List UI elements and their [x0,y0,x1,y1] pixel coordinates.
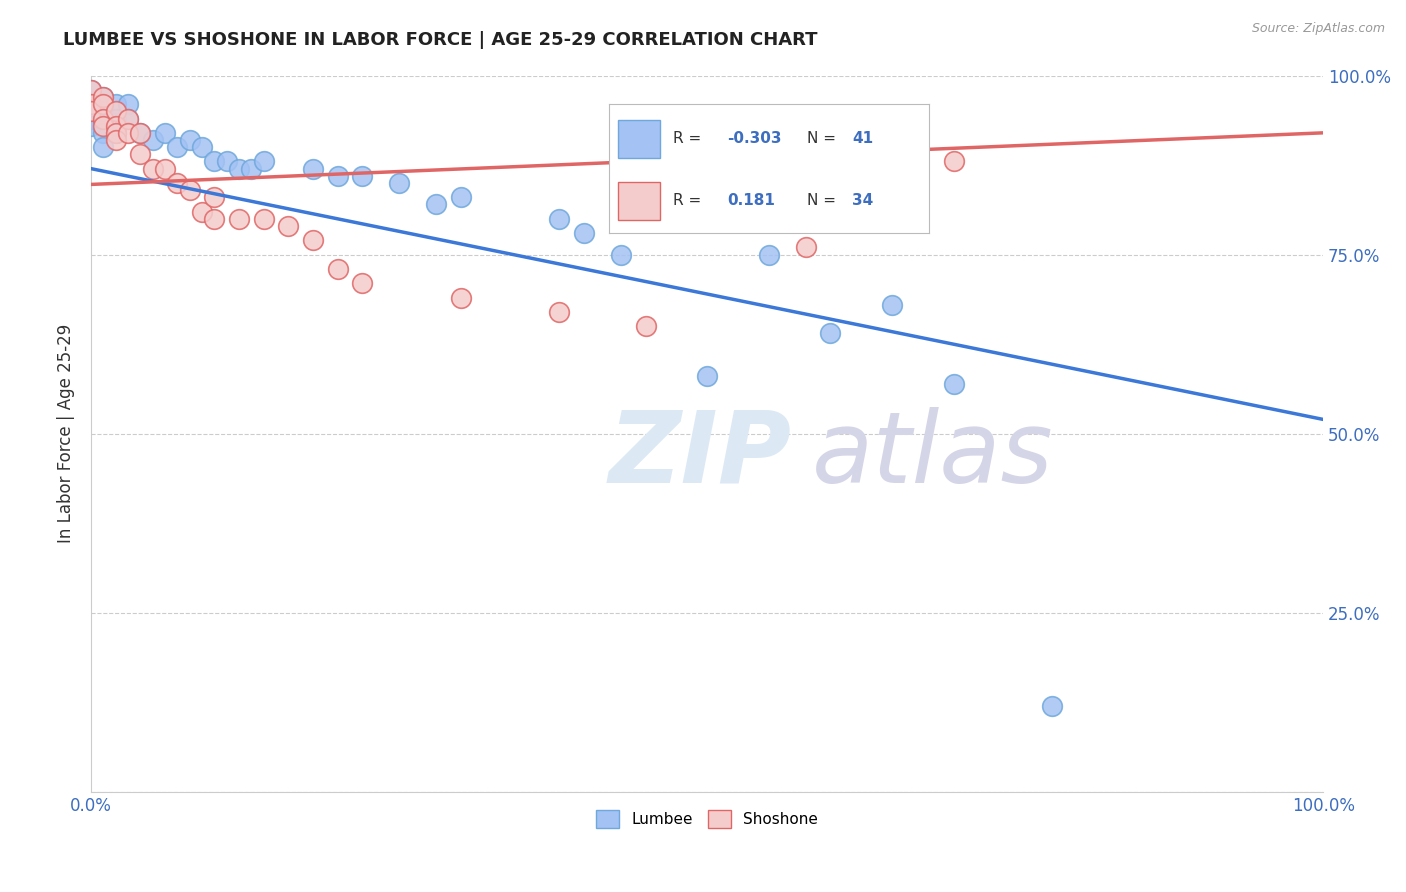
Point [93,90,115,104]
Point [215,154,238,169]
Point [228,211,250,226]
Text: LUMBEE VS SHOSHONE IN LABOR FORCE | AGE 25-29 CORRELATION CHART: LUMBEE VS SHOSHONE IN LABOR FORCE | AGE … [63,31,818,49]
Point [191,204,214,219]
Point [696,369,718,384]
Point [326,262,349,277]
Point [302,233,325,247]
Point [1040,698,1063,713]
Point [93,119,115,133]
Point [634,319,657,334]
Point [548,305,571,319]
Point [104,126,127,140]
Point [572,226,595,240]
Point [388,176,411,190]
Point [129,126,152,140]
Point [450,190,472,204]
Point [117,126,139,140]
Point [153,161,176,176]
Point [352,169,374,183]
Point [942,376,965,391]
Text: atlas: atlas [811,407,1053,504]
Point [880,298,903,312]
Point [191,140,214,154]
Point [104,112,127,126]
Point [202,190,225,204]
Point [794,240,817,254]
Point [80,119,103,133]
Point [117,112,139,126]
Point [450,291,472,305]
Point [142,161,165,176]
Point [80,112,103,126]
Point [166,176,188,190]
Point [80,104,103,119]
Legend: Lumbee, Shoshone: Lumbee, Shoshone [591,804,824,835]
Point [104,104,127,119]
Point [129,126,152,140]
Point [240,161,263,176]
Point [425,197,447,211]
Point [202,211,225,226]
Point [117,97,139,112]
Point [93,112,115,126]
Point [179,133,201,147]
Point [548,211,571,226]
Point [93,126,115,140]
Point [104,97,127,112]
Point [93,140,115,154]
Text: ZIP: ZIP [609,407,792,504]
Point [104,126,127,140]
Point [153,126,176,140]
Point [758,247,780,261]
Point [277,219,299,233]
Point [142,133,165,147]
Point [93,90,115,104]
Point [302,161,325,176]
Point [80,97,103,112]
Point [610,247,633,261]
Point [326,169,349,183]
Point [104,119,127,133]
Point [820,326,842,341]
Point [880,183,903,197]
Point [129,147,152,161]
Point [253,211,276,226]
Point [179,183,201,197]
Point [80,104,103,119]
Point [942,154,965,169]
Point [253,154,276,169]
Point [104,133,127,147]
Y-axis label: In Labor Force | Age 25-29: In Labor Force | Age 25-29 [58,324,75,543]
Point [80,83,103,97]
Point [202,154,225,169]
Point [93,104,115,119]
Point [166,140,188,154]
Text: Source: ZipAtlas.com: Source: ZipAtlas.com [1251,22,1385,36]
Point [117,112,139,126]
Point [352,277,374,291]
Point [80,97,103,112]
Point [228,161,250,176]
Point [80,83,103,97]
Point [93,112,115,126]
Point [93,97,115,112]
